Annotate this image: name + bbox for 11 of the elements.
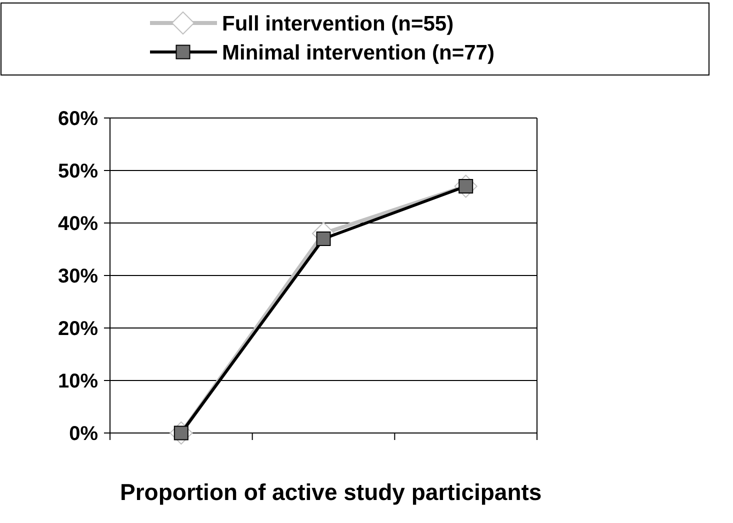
y-tick-label: 30% [58,266,98,288]
legend-label: Minimal intervention (n=77) [222,42,494,65]
y-tick-label: 0% [69,423,98,445]
y-tick-label: 50% [58,160,98,182]
y-tick-label: 20% [58,318,98,340]
text: Proportion of active study participants [120,479,542,505]
y-tick-label: 10% [58,370,98,392]
point [316,232,331,246]
legend-label: Full intervention (n=55) [222,12,454,36]
y-tick-label: 60% [58,108,98,130]
y-tick-label: 40% [58,213,98,235]
